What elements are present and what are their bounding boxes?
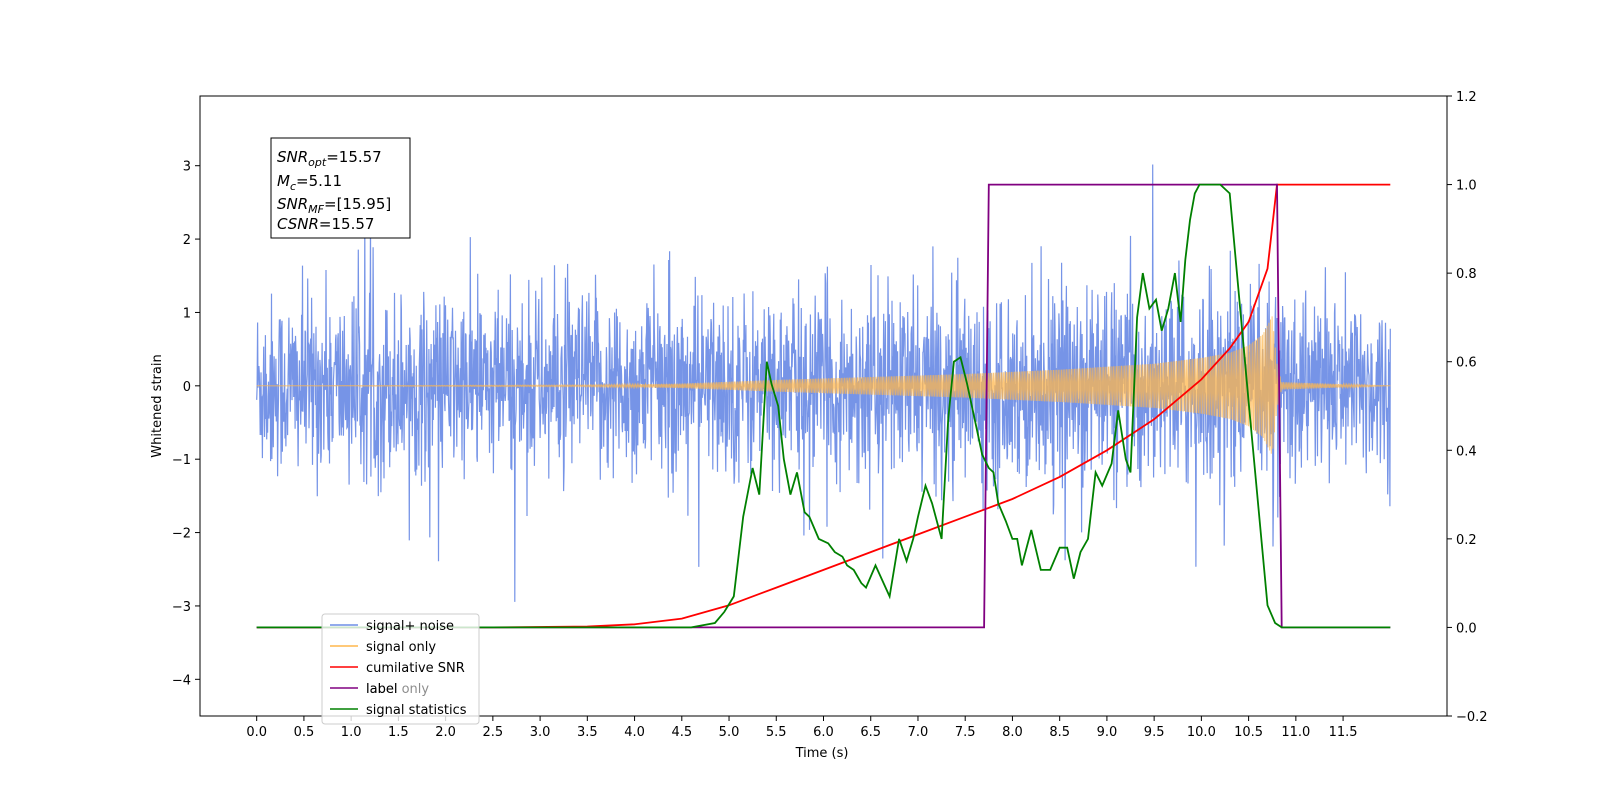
x-tick-label: 4.0 xyxy=(624,725,645,740)
x-tick-label: 2.0 xyxy=(435,725,456,740)
info-box: SNRopt=15.57 Mc=5.11 SNRMF=[15.95] CSNR=… xyxy=(270,137,411,239)
legend-entry-signal-noise: signal+ noise xyxy=(330,619,454,634)
series-signal-only xyxy=(256,316,1391,454)
info-mc: Mc=5.11 xyxy=(277,172,342,193)
x-tick-label: 0.5 xyxy=(294,725,315,740)
x-tick-label: 1.5 xyxy=(388,725,409,740)
y-tick-label: −1 xyxy=(172,453,191,468)
x-tick-label: 7.5 xyxy=(955,725,976,740)
legend-label-label: label xyxy=(366,682,397,697)
legend-entry-signal-only: signal only xyxy=(330,640,436,655)
y-tick-label: 1 xyxy=(183,306,191,321)
x-tick-label: 9.5 xyxy=(1144,725,1165,740)
info-snr-mf: SNRMF=[15.95] xyxy=(277,195,391,216)
y-tick-label: −2 xyxy=(172,527,191,542)
y-axis-left: 3 2 1 0 −1 −2 −3 −4 xyxy=(172,160,200,688)
info-snr-opt: SNRopt=15.57 xyxy=(277,148,382,169)
x-tick-label: 9.0 xyxy=(1097,725,1118,740)
x-tick-label: 11.5 xyxy=(1329,725,1358,740)
x-tick-label: 4.5 xyxy=(671,725,692,740)
x-tick-label: 0.0 xyxy=(246,725,267,740)
legend-hidden-entry: label only xyxy=(366,682,429,697)
x-tick-label: 10.0 xyxy=(1187,725,1216,740)
x-tick-label: 1.0 xyxy=(341,725,362,740)
x-tick-label: 7.0 xyxy=(908,725,929,740)
x-tick-label: 6.0 xyxy=(813,725,834,740)
x-tick-label: 3.5 xyxy=(577,725,598,740)
y2-tick-label: 0.0 xyxy=(1456,621,1477,636)
x-tick-label: 6.5 xyxy=(860,725,881,740)
y2-tick-label: 1.0 xyxy=(1456,179,1477,194)
legend: label only signal+ noise signal only cum… xyxy=(321,613,480,725)
x-axis: 0.0 0.5 1.0 1.5 2.0 2.5 3.0 3.5 4.0 4.5 5.0 5.5 6.0 6… xyxy=(246,716,1358,740)
y-tick-label: −4 xyxy=(172,673,191,688)
y-tick-label: −3 xyxy=(172,600,191,615)
y-tick-label: 3 xyxy=(183,160,191,175)
legend-label-signal-noise: signal+ noise xyxy=(366,619,454,634)
legend-entry-signal-statistics: signal statistics xyxy=(330,703,467,718)
x-tick-label: 8.0 xyxy=(1002,725,1023,740)
info-box-frame xyxy=(270,137,411,239)
x-tick-label: 2.5 xyxy=(483,725,504,740)
legend-entry-cumulative-snr: cumilative SNR xyxy=(330,661,465,676)
x-tick-label: 10.5 xyxy=(1234,725,1263,740)
x-tick-label: 5.5 xyxy=(766,725,787,740)
y2-tick-label: 0.4 xyxy=(1456,444,1477,459)
legend-label-cumulative-snr: cumilative SNR xyxy=(366,661,465,676)
legend-label-signal-statistics: signal statistics xyxy=(366,703,467,718)
legend-frame xyxy=(321,613,480,725)
info-csnr: CSNR=15.57 xyxy=(277,215,374,233)
y2-tick-label: 0.6 xyxy=(1456,356,1477,371)
legend-label-signal-only: signal only xyxy=(366,640,436,655)
y2-tick-label: −0.2 xyxy=(1456,710,1488,725)
y-tick-label: 2 xyxy=(183,233,191,248)
y-axis-right: 1.2 1.0 0.8 0.6 0.4 0.2 0.0 −0.2 xyxy=(1447,90,1488,725)
x-axis-label: Time (s) xyxy=(795,746,849,761)
y2-tick-label: 1.2 xyxy=(1456,90,1477,105)
y2-tick-label: 0.2 xyxy=(1456,533,1477,548)
x-tick-label: 8.5 xyxy=(1049,725,1070,740)
y2-tick-label: 0.8 xyxy=(1456,267,1477,282)
legend-entry-label: label xyxy=(330,682,397,697)
y-tick-label: 0 xyxy=(183,380,191,395)
x-tick-label: 3.0 xyxy=(530,725,551,740)
x-tick-label: 11.0 xyxy=(1281,725,1310,740)
y-axis-label: Whitened strain xyxy=(150,354,165,457)
x-tick-label: 5.0 xyxy=(719,725,740,740)
series-signal-statistics xyxy=(256,183,1391,629)
series-layer xyxy=(256,164,1391,629)
